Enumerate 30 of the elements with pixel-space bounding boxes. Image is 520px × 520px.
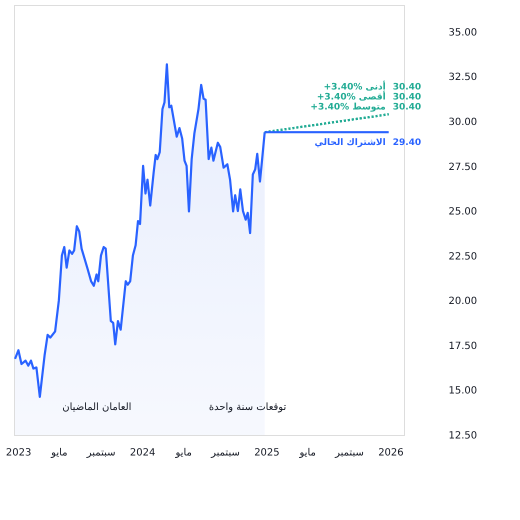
x-tick-label: 2024 — [130, 448, 156, 458]
annotation: العامان الماضيان — [62, 402, 132, 413]
y-tick-label: 20.00 — [448, 296, 478, 308]
y-tick-label: 15.00 — [448, 386, 478, 397]
y-tick-label: 27.50 — [448, 162, 478, 173]
y-tick-label: 35.00 — [448, 27, 478, 38]
data-label: 30.40 — [392, 92, 422, 102]
y-tick-label: 17.50 — [448, 340, 478, 352]
series-label: الاشتراك الحالي — [314, 138, 386, 148]
series-label: +3.40% أقصى — [316, 90, 386, 102]
x-tick-label: 2023 — [6, 448, 32, 458]
x-tick-label: 2025 — [254, 448, 280, 458]
data-label: 30.40 — [392, 102, 422, 112]
data-label: 30.40 — [392, 82, 422, 92]
text: +3.40% أدنى — [324, 80, 386, 92]
x-tick-label: سبتمبر — [334, 448, 364, 458]
x-tick-label: سبتمبر — [210, 448, 240, 458]
x-tick-label: مايو — [174, 448, 192, 458]
y-tick-label: 12.50 — [448, 430, 478, 442]
y-tick-label: 22.50 — [448, 251, 478, 262]
x-tick-label: مايو — [50, 448, 68, 458]
series-label: +3.40% متوسط — [310, 102, 386, 112]
data-label: 29.40 — [392, 138, 422, 148]
y-tick-label: 25.00 — [448, 206, 478, 218]
y-tick-label: 32.50 — [448, 72, 478, 84]
annotation: توقعات سنة واحدة — [208, 402, 286, 413]
x-tick-label: 2026 — [378, 448, 404, 458]
x-tick-label: مايو — [298, 448, 316, 458]
x-tick-label: سبتمبر — [86, 448, 116, 458]
y-tick-label: 30.00 — [448, 116, 478, 128]
